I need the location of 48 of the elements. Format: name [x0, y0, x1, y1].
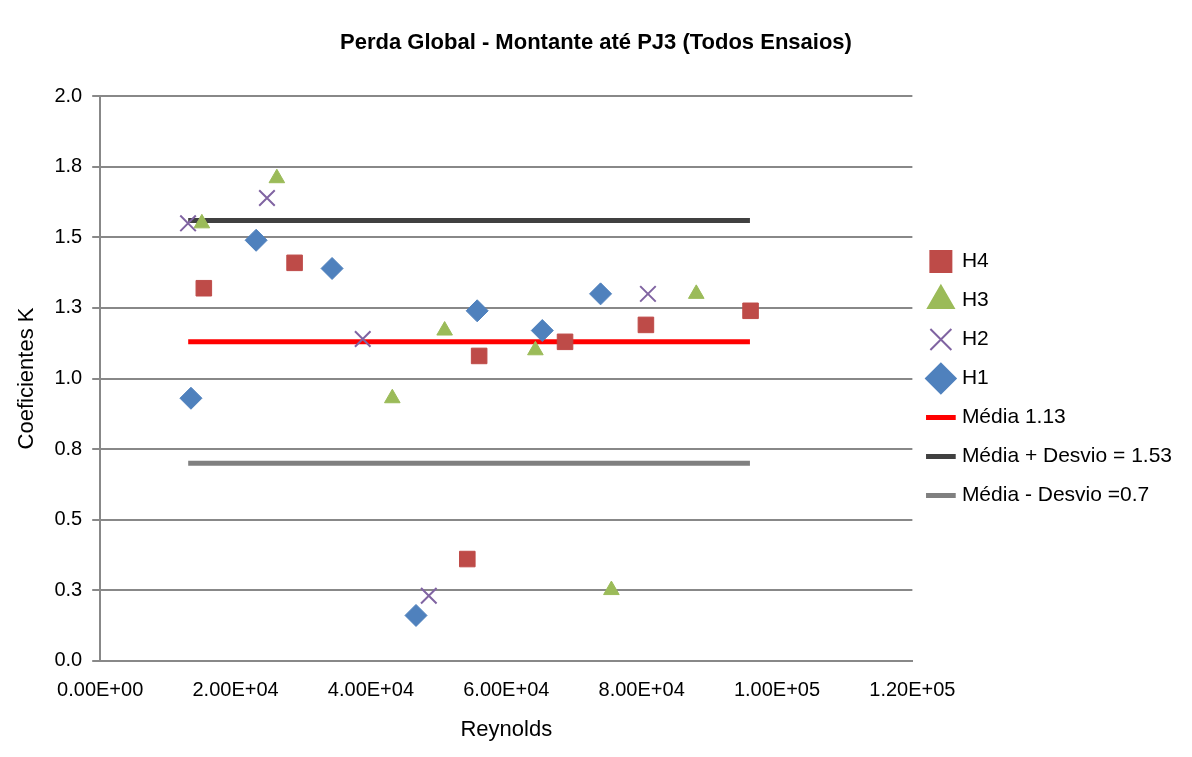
- x-tick-label: 6.00E+04: [463, 678, 550, 701]
- chart-title: Perda Global - Montante até PJ3 (Todos Ensaios): [340, 29, 852, 55]
- y-tick-label: 1.3: [54, 295, 83, 318]
- point: [384, 388, 401, 404]
- x-tick-label: 1.00E+05: [733, 678, 821, 701]
- point: [244, 228, 268, 252]
- point: [179, 214, 197, 233]
- x-tick-label: 2.00E+04: [192, 678, 279, 701]
- x-tick-label: 0.00E+00: [57, 678, 144, 701]
- point: [603, 580, 620, 596]
- point: [470, 347, 488, 365]
- point: [556, 333, 574, 351]
- point: [320, 256, 344, 280]
- point: [420, 586, 438, 605]
- y-tick-label: 1.5: [54, 224, 83, 247]
- point: [286, 254, 303, 272]
- point: [589, 282, 613, 306]
- y-tick-label: 0.5: [54, 507, 83, 530]
- point: [404, 603, 428, 627]
- point: [353, 330, 372, 348]
- y-tick-label: 2.0: [54, 83, 83, 106]
- legend-label: H1: [961, 365, 989, 389]
- y-tick-label: 0.3: [54, 577, 83, 600]
- y-tick-label: 0.0: [54, 648, 83, 671]
- point: [258, 189, 276, 207]
- x-tick-label: 1.20E+05: [869, 678, 956, 701]
- x-tick-label: 8.00E+04: [598, 678, 685, 701]
- y-tick-label: 1.0: [54, 366, 83, 389]
- point: [436, 321, 453, 336]
- legend-label: H3: [961, 287, 989, 311]
- point: [742, 302, 759, 320]
- legend-label: Média - Desvio =0.7: [961, 482, 1150, 506]
- point: [530, 319, 554, 343]
- y-tick-label: 0.8: [54, 436, 83, 459]
- legend-label: H2: [961, 326, 989, 350]
- x-axis-title: Reynolds: [460, 715, 553, 741]
- x-tick-label: 4.00E+04: [327, 678, 415, 701]
- legend-label: Média 1.13: [961, 404, 1066, 428]
- y-axis-title: Coeficientes K: [13, 307, 39, 450]
- point: [195, 279, 213, 297]
- point: [637, 316, 655, 334]
- y-tick-label: 1.8: [54, 154, 83, 177]
- legend-label: Média + Desvio = 1.53: [961, 443, 1172, 467]
- point: [465, 299, 489, 323]
- legend-label: H4: [961, 248, 990, 272]
- point: [639, 285, 657, 303]
- point: [459, 550, 476, 568]
- point: [179, 386, 203, 410]
